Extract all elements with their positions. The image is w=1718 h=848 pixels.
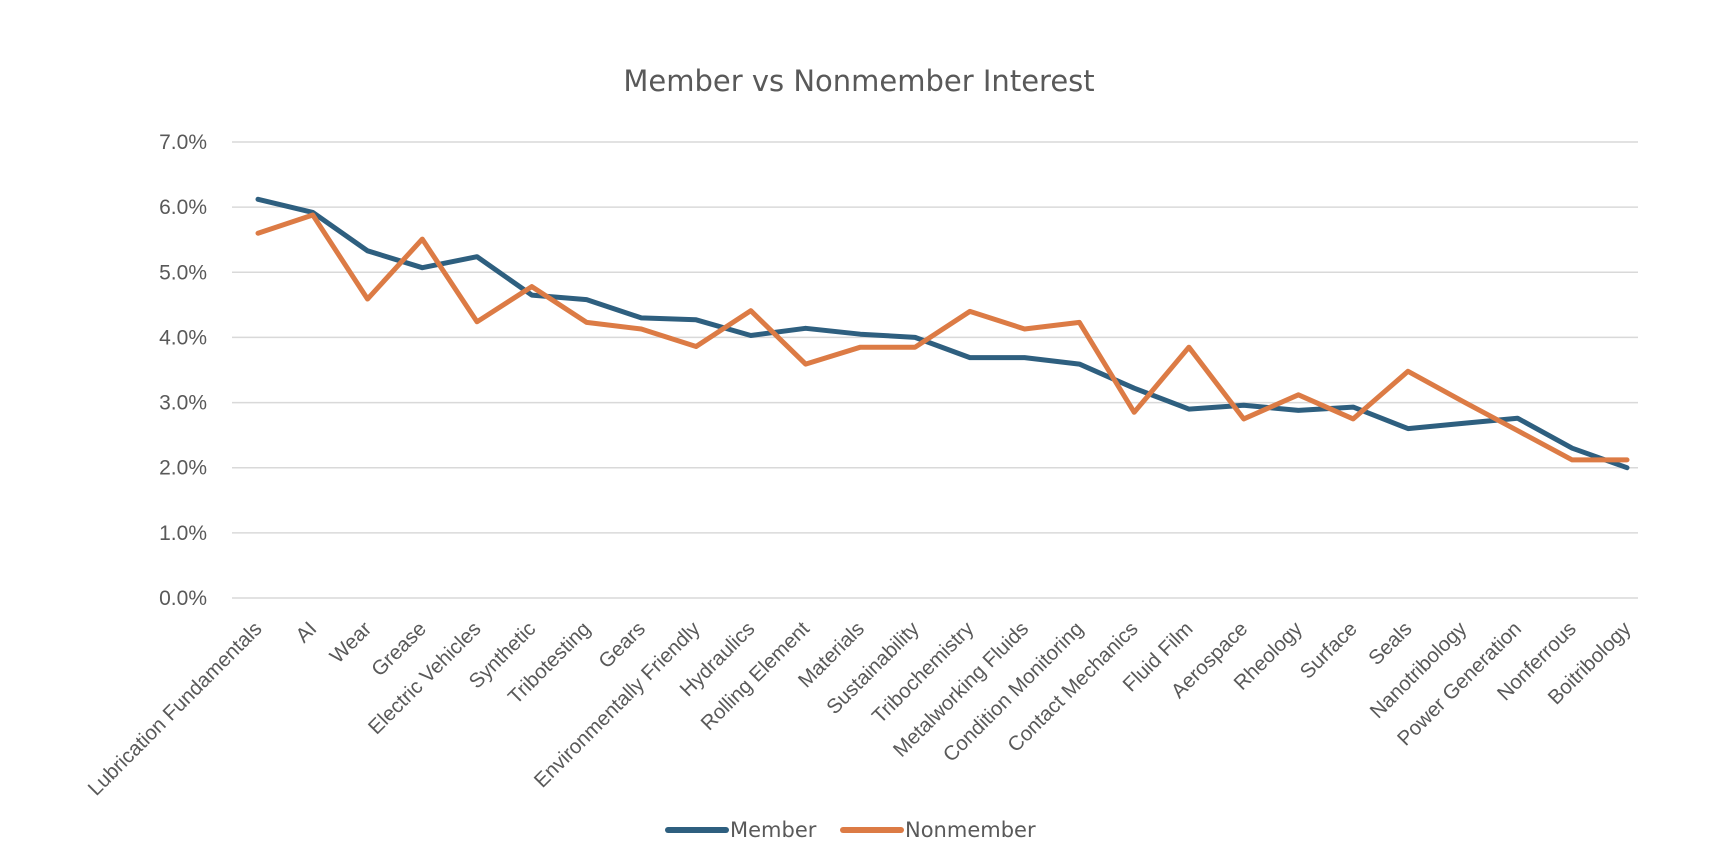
y-tick-label: 5.0% [159, 261, 207, 284]
y-axis-ticks: 0.0% 1.0% 2.0% 3.0% 4.0% 5.0% 6.0% 7.0% [159, 131, 207, 610]
y-tick-label: 4.0% [159, 326, 207, 349]
x-axis-ticks: Lubrication Fundamentals AI WearGreaseElec… [83, 617, 1636, 801]
series-line-nonmember [255, 212, 1630, 463]
gridlines [232, 141, 1638, 599]
x-tick-label: Lubrication Fundamentals [83, 617, 266, 800]
x-tick-label: Wear [325, 617, 376, 668]
x-tick-label: Seals [1364, 617, 1417, 670]
legend: Member Nonmember [665, 818, 1036, 842]
y-tick-label: 1.0% [159, 522, 207, 545]
series-line-member [255, 196, 1630, 471]
chart-title: Member vs Nonmember Interest [623, 64, 1094, 98]
y-tick-label: 7.0% [159, 131, 207, 154]
x-tick-label: AI [291, 617, 321, 647]
y-tick-label: 0.0% [159, 587, 207, 610]
legend-label-nonmember: Nonmember [905, 818, 1036, 842]
legend-label-member: Member [730, 818, 817, 842]
y-tick-label: 6.0% [159, 196, 207, 219]
series-lines [255, 196, 1630, 471]
x-tick-label: Surface [1296, 617, 1362, 683]
y-tick-label: 2.0% [159, 457, 207, 480]
y-tick-label: 3.0% [159, 392, 207, 415]
